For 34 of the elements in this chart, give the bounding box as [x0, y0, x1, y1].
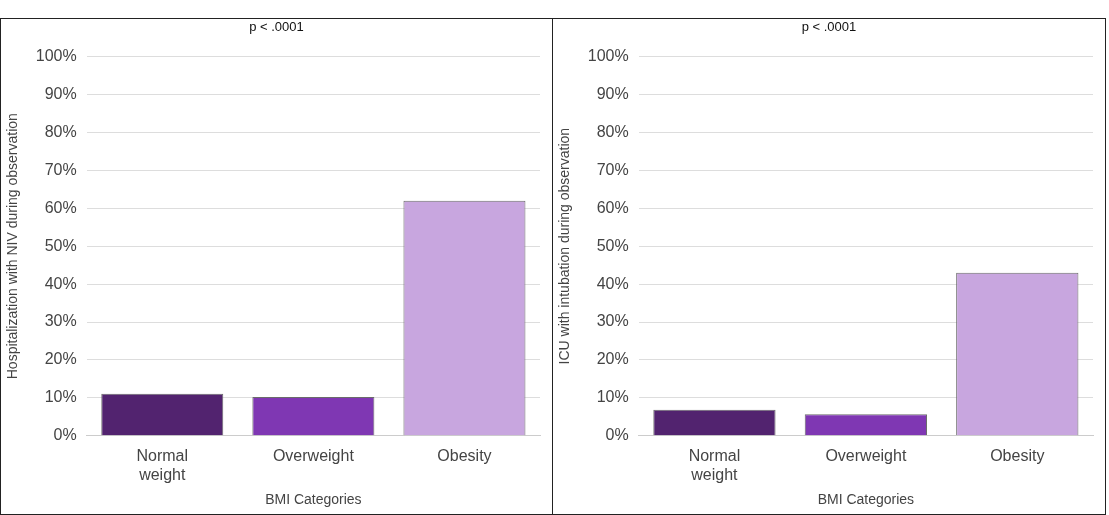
y-tick-label: 50%	[596, 236, 629, 254]
y-tick-label: 60%	[596, 198, 629, 216]
y-axis-title: Hospitalization with NIV during observation	[4, 113, 21, 380]
y-tick-label: 70%	[44, 160, 77, 178]
y-tick-label: 20%	[596, 350, 629, 368]
x-tick-label: Normal weight	[688, 446, 741, 484]
y-tick-label: 70%	[596, 160, 629, 178]
x-axis-title: BMI Categories	[265, 491, 362, 508]
y-tick-label: 20%	[44, 350, 77, 368]
text: p < .0001	[248, 19, 305, 34]
x-tick-label: Overweight	[825, 446, 907, 464]
x-axis-title: BMI Categories	[817, 491, 915, 508]
y-tick-label: 50%	[44, 236, 77, 254]
x-tick-label: Obesity	[990, 446, 1045, 464]
y-tick-label: 100%	[587, 47, 629, 65]
y-tick-label: 40%	[596, 274, 629, 292]
y-tick-label: 30%	[596, 312, 629, 330]
y-tick-label: 90%	[44, 84, 77, 102]
y-tick-label: 40%	[44, 274, 77, 292]
y-tick-label: 100%	[35, 47, 77, 65]
y-tick-label: 30%	[44, 312, 77, 330]
y-tick-label: 0%	[53, 426, 77, 444]
x-tick-label: Overweight	[272, 446, 355, 464]
y-tick-label: 10%	[44, 388, 77, 406]
y-tick-label: 10%	[596, 388, 629, 406]
y-tick-label: 80%	[44, 122, 77, 140]
y-tick-label: 0%	[605, 426, 629, 444]
y-axis-title: ICU with intubation during observation	[556, 127, 573, 365]
y-tick-label: 80%	[596, 122, 629, 140]
text: p < .0001	[800, 19, 858, 34]
y-tick-label: 60%	[44, 198, 77, 216]
x-tick-label: Normal weight	[136, 446, 189, 484]
x-tick-label: Obesity	[437, 446, 492, 464]
y-tick-label: 90%	[596, 84, 629, 102]
